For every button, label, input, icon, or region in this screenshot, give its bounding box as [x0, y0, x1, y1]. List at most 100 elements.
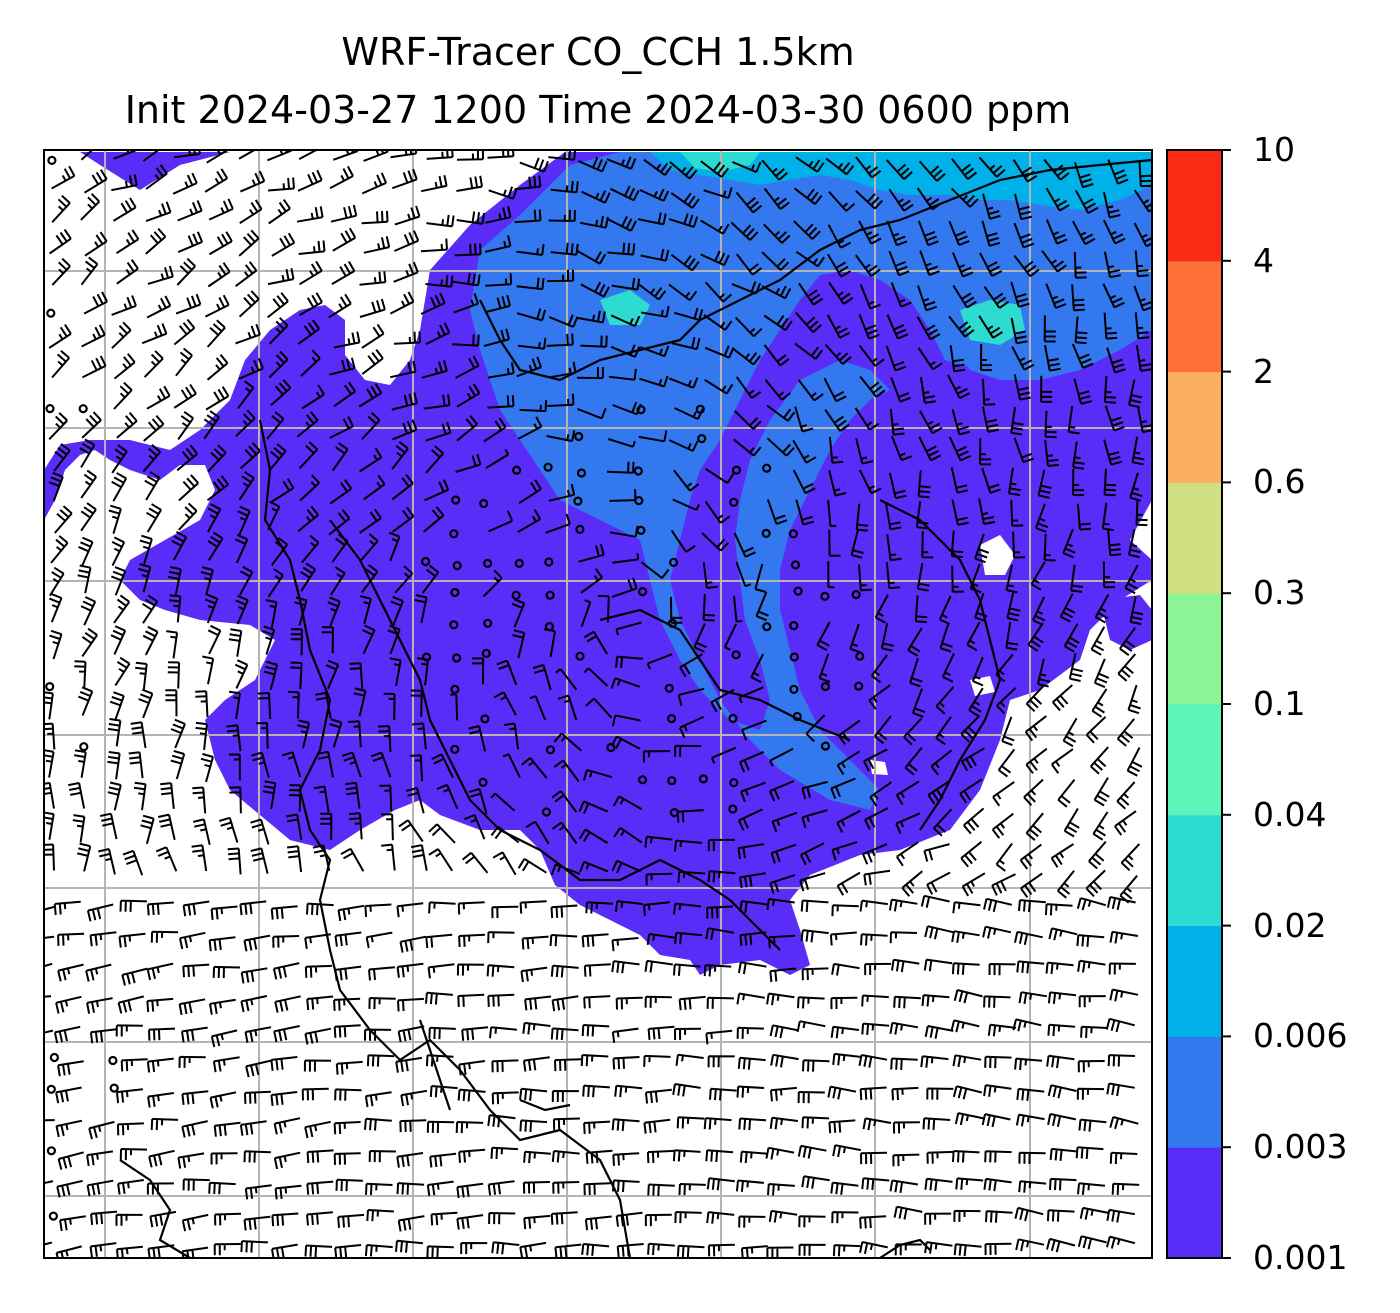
calm-wind-marker	[450, 684, 460, 695]
wind-barb	[206, 475, 229, 502]
wind-barb	[855, 503, 869, 532]
wind-barb	[145, 164, 168, 190]
wind-barb	[1050, 748, 1074, 774]
wind-barb	[57, 963, 84, 982]
wind-barb	[114, 656, 131, 687]
wind-barb	[1077, 1182, 1105, 1195]
wind-barb	[1133, 189, 1152, 213]
wind-barb	[607, 242, 636, 256]
wind-barb	[870, 654, 889, 684]
wind-barb	[298, 240, 326, 255]
wind-barb	[979, 343, 992, 372]
calm-wind-marker	[633, 466, 643, 476]
wind-barb	[982, 925, 1012, 939]
wind-barb	[532, 664, 552, 691]
wind-barb	[545, 513, 571, 534]
calm-wind-marker	[667, 776, 677, 786]
wind-barb	[1073, 251, 1087, 279]
wind-barb	[456, 415, 478, 442]
wind-barb	[422, 506, 445, 533]
wind-barb	[1109, 988, 1139, 1002]
wind-barb	[50, 535, 69, 564]
wind-barb	[890, 282, 912, 308]
calm-wind-marker	[637, 586, 648, 597]
wind-barb	[768, 934, 796, 949]
wind-barb	[1072, 441, 1085, 470]
wind-barb	[610, 185, 640, 202]
wind-barb	[647, 1242, 675, 1256]
wind-barb	[971, 656, 984, 687]
wind-barb	[306, 1180, 334, 1195]
wind-barb	[398, 819, 424, 843]
wind-barb	[406, 787, 425, 814]
wind-barb	[1044, 439, 1060, 467]
wind-barb	[516, 356, 543, 378]
wind-barb	[892, 1121, 920, 1134]
wind-barb	[583, 1182, 611, 1196]
wind-barb	[428, 848, 454, 872]
wind-barb	[919, 250, 940, 276]
wind-barb	[874, 715, 892, 745]
tracer-region-high	[650, 152, 1152, 210]
wind-barb	[486, 964, 515, 977]
wind-barb	[390, 595, 404, 626]
wind-barb	[611, 1027, 639, 1044]
wind-barb	[329, 718, 343, 748]
wind-barb	[383, 692, 396, 721]
wind-barb	[892, 1153, 920, 1167]
wind-barb	[138, 688, 154, 719]
wind-barb	[353, 687, 367, 717]
wind-barb	[57, 1151, 84, 1170]
wind-barb	[391, 168, 418, 190]
wind-barb	[468, 787, 488, 815]
wind-barb	[290, 628, 303, 656]
map-title-line2: Init 2024-03-27 1200 Time 2024-03-30 060…	[124, 88, 1072, 132]
wind-barb	[234, 533, 249, 564]
calm-wind-marker	[729, 497, 739, 507]
wind-barb	[610, 314, 641, 328]
wind-barb	[732, 161, 762, 174]
wind-barb	[111, 444, 128, 474]
wind-barb	[763, 344, 790, 367]
wind-barb	[1077, 1060, 1105, 1073]
wind-barb	[580, 215, 609, 229]
wind-barb	[706, 905, 734, 919]
wind-barb	[244, 1090, 271, 1104]
wind-barb	[1012, 1018, 1042, 1032]
wind-barb	[243, 1215, 271, 1231]
wind-barb	[270, 379, 292, 406]
wind-barb	[1074, 189, 1099, 214]
calm-wind-marker	[698, 774, 709, 784]
wind-barb	[917, 347, 943, 371]
wind-barb	[204, 294, 230, 318]
wind-barb	[831, 841, 858, 861]
wind-barb	[646, 933, 676, 946]
wind-barb	[456, 150, 484, 161]
calm-wind-marker	[49, 1052, 60, 1063]
wind-barb	[1006, 592, 1021, 622]
wind-barb	[1067, 406, 1080, 435]
wind-barb	[1090, 626, 1106, 656]
wind-barb	[611, 1118, 640, 1132]
wind-barb	[516, 308, 547, 322]
wind-barb	[646, 1149, 674, 1164]
wind-barb	[147, 1244, 175, 1258]
wind-barb	[739, 900, 768, 913]
calm-wind-marker	[606, 742, 616, 753]
wind-barb	[412, 722, 427, 750]
wind-barb	[859, 1086, 887, 1101]
wind-barb	[524, 995, 552, 1011]
wind-barb	[455, 355, 480, 379]
wind-barb	[1041, 250, 1067, 273]
wind-barb	[1102, 283, 1125, 309]
wind-barb	[983, 1084, 1012, 1097]
wind-barb	[1103, 439, 1122, 466]
wind-barb	[89, 1242, 117, 1258]
wind-barb	[858, 220, 882, 245]
wind-barb	[389, 291, 415, 315]
wind-barb	[1076, 897, 1107, 911]
wind-barb	[546, 430, 576, 443]
wind-barb	[299, 474, 320, 502]
wind-barb	[792, 439, 817, 464]
colorbar-tick-label: 0.001	[1253, 1238, 1348, 1277]
